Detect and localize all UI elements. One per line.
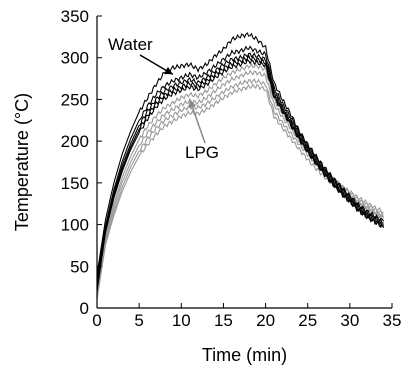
water-annotation-arrowhead [163, 66, 173, 75]
water-series-line [96, 54, 384, 288]
water-series-line [96, 45, 384, 279]
annotation-layer: Water LPG [108, 35, 219, 162]
x-tick-label: 20 [256, 311, 275, 330]
water-series-line [96, 32, 385, 275]
x-tick-label: 15 [214, 311, 233, 330]
y-tick-label: 150 [61, 174, 89, 193]
y-tick-label: 300 [61, 49, 89, 68]
x-tick-label: 5 [134, 311, 143, 330]
y-tick-label: 50 [70, 257, 89, 276]
x-tick-label: 35 [383, 311, 402, 330]
y-tick-group: 0 50 100 150 200 250 300 350 [61, 7, 102, 318]
water-annotation-label: Water [108, 35, 153, 54]
water-series-line [96, 52, 384, 284]
x-tick-label: 25 [298, 311, 317, 330]
y-tick-label: 100 [61, 216, 89, 235]
y-axis-title: Temperature (°C) [12, 93, 32, 231]
lpg-series-line [96, 62, 385, 288]
x-tick-group: 0 5 10 15 20 25 30 35 [92, 303, 401, 330]
y-tick-label: 350 [61, 7, 89, 26]
x-tick-label: 30 [340, 311, 359, 330]
y-tick-label: 200 [61, 132, 89, 151]
lpg-annotation-label: LPG [185, 143, 219, 162]
lpg-annotation-arrowhead [188, 99, 197, 109]
x-axis-title: Time (min) [202, 345, 287, 365]
x-tick-label: 10 [172, 311, 191, 330]
y-tick-label: 0 [80, 299, 89, 318]
series-layer [96, 32, 385, 300]
water-series-line [96, 58, 385, 292]
lpg-series-line [96, 69, 384, 292]
y-tick-label: 250 [61, 90, 89, 109]
x-tick-label: 0 [92, 311, 101, 330]
